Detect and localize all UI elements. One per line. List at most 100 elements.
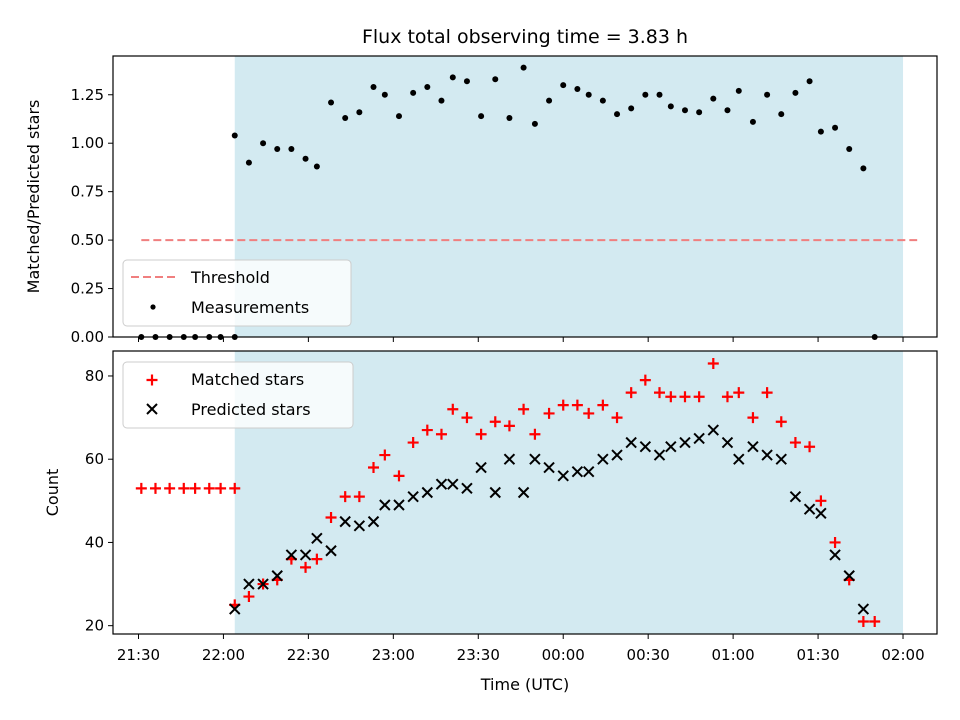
matched-star-point [229,482,241,494]
matched-star-point [557,399,569,411]
matched-star-point [597,399,609,411]
count-panel: 21:30 22:00 22:30 23:00 23:30 00:00 00:30 01:00… [85,350,938,664]
predicted-star-point [665,441,677,453]
measurement-point [749,118,756,125]
x-tick-label: 23:00 [372,646,415,664]
measurement-point [449,74,456,81]
predicted-star-point [229,603,241,615]
predicted-star-point [299,549,312,561]
y-tick-label: 1.00 [71,134,104,152]
measurement-point [667,103,674,110]
legend-predicted-swatch [146,403,158,415]
matched-star-point [707,357,719,369]
measurement-point [681,107,688,114]
measurement-point [585,91,592,98]
predicted-star-point [461,482,473,495]
matched-star-point [789,437,801,449]
measurement-point [506,115,513,122]
matched-star-point [461,412,473,424]
predicted-star-point [571,465,584,478]
measurement-point [614,111,621,118]
measurement-point [478,113,485,120]
predicted-star-point [721,436,734,449]
x-tick-label: 22:30 [287,646,330,664]
measurement-point [832,124,839,131]
y-tick-label: 40 [85,533,104,551]
matched-star-point [761,387,773,399]
matched-star-point [435,428,447,440]
predicted-star-point [693,432,705,445]
measurement-point [492,76,499,83]
measurement-point [313,163,320,170]
predicted-star-point [543,461,555,474]
predicted-star-point [829,549,841,561]
matched-star-point [829,536,841,548]
x-tick-label: 00:30 [627,646,670,664]
predicted-star-point [421,486,434,499]
matched-star-point [583,407,595,419]
predicted-star-point [379,499,391,511]
measurement-point [438,97,445,104]
x-tick-label: 01:30 [796,646,839,664]
legend-box [122,259,352,327]
matched-star-point [518,403,530,415]
matched-star-point [654,387,666,399]
predicted-star-point [243,578,255,590]
matched-star-point [215,482,227,494]
predicted-star-point [747,441,759,453]
measurement-point [381,91,388,98]
predicted-star-point [597,453,609,465]
matched-star-point [857,616,869,628]
matched-star-point [665,391,677,403]
predicted-star-point [625,436,637,449]
measurement-point [792,89,799,96]
measurement-point [656,91,663,98]
measurement-point [764,91,771,98]
measurement-point [599,97,606,104]
measurement-point [424,84,431,91]
legend-box [122,361,354,429]
predicted-star-point [529,453,541,465]
matched-star-point [639,374,651,386]
measurement-point [574,85,581,92]
legend-matched-label: Matched stars [191,370,304,389]
measurement-point [817,128,824,135]
matched-star-point [489,416,501,428]
legend-measurement-label: Measurements [191,298,309,317]
predicted-star-point [367,515,380,528]
x-axis-label: Time (UTC) [480,675,569,694]
predicted-star-point [489,486,501,499]
predicted-star-point [653,449,666,461]
predicted-star-point [435,478,448,490]
legend-threshold-label: Threshold [190,268,270,287]
matched-star-point [421,424,433,436]
y-tick-label: 0.75 [71,183,104,201]
measurement-point [546,97,553,104]
predicted-star-point [789,490,802,503]
predicted-star-point [639,441,652,453]
legend-measurement-swatch [150,304,156,310]
measurement-point [260,140,267,147]
chart-title: Flux total observing time = 3.83 h [362,26,688,48]
matched-star-point [693,391,705,403]
measurement-point [245,159,252,166]
matched-star-point [804,441,816,453]
predicted-star-point [707,424,720,436]
y-axis-label-ratio: Matched/Predicted stars [24,100,43,294]
matched-star-point [353,491,365,503]
predicted-star-point [407,490,419,503]
matched-star-point [189,482,201,494]
measurement-point [302,155,309,162]
measurement-point [356,109,363,116]
axes-frame [112,55,938,338]
matched-star-point [611,412,623,424]
matched-star-point [775,416,787,428]
predicted-star-point [679,436,691,449]
matched-star-point [135,482,147,494]
predicted-star-point [803,503,816,515]
matched-star-point [475,428,487,440]
matched-star-point [625,387,637,399]
y-tick-label: 80 [85,367,104,385]
matched-star-point [300,561,312,573]
